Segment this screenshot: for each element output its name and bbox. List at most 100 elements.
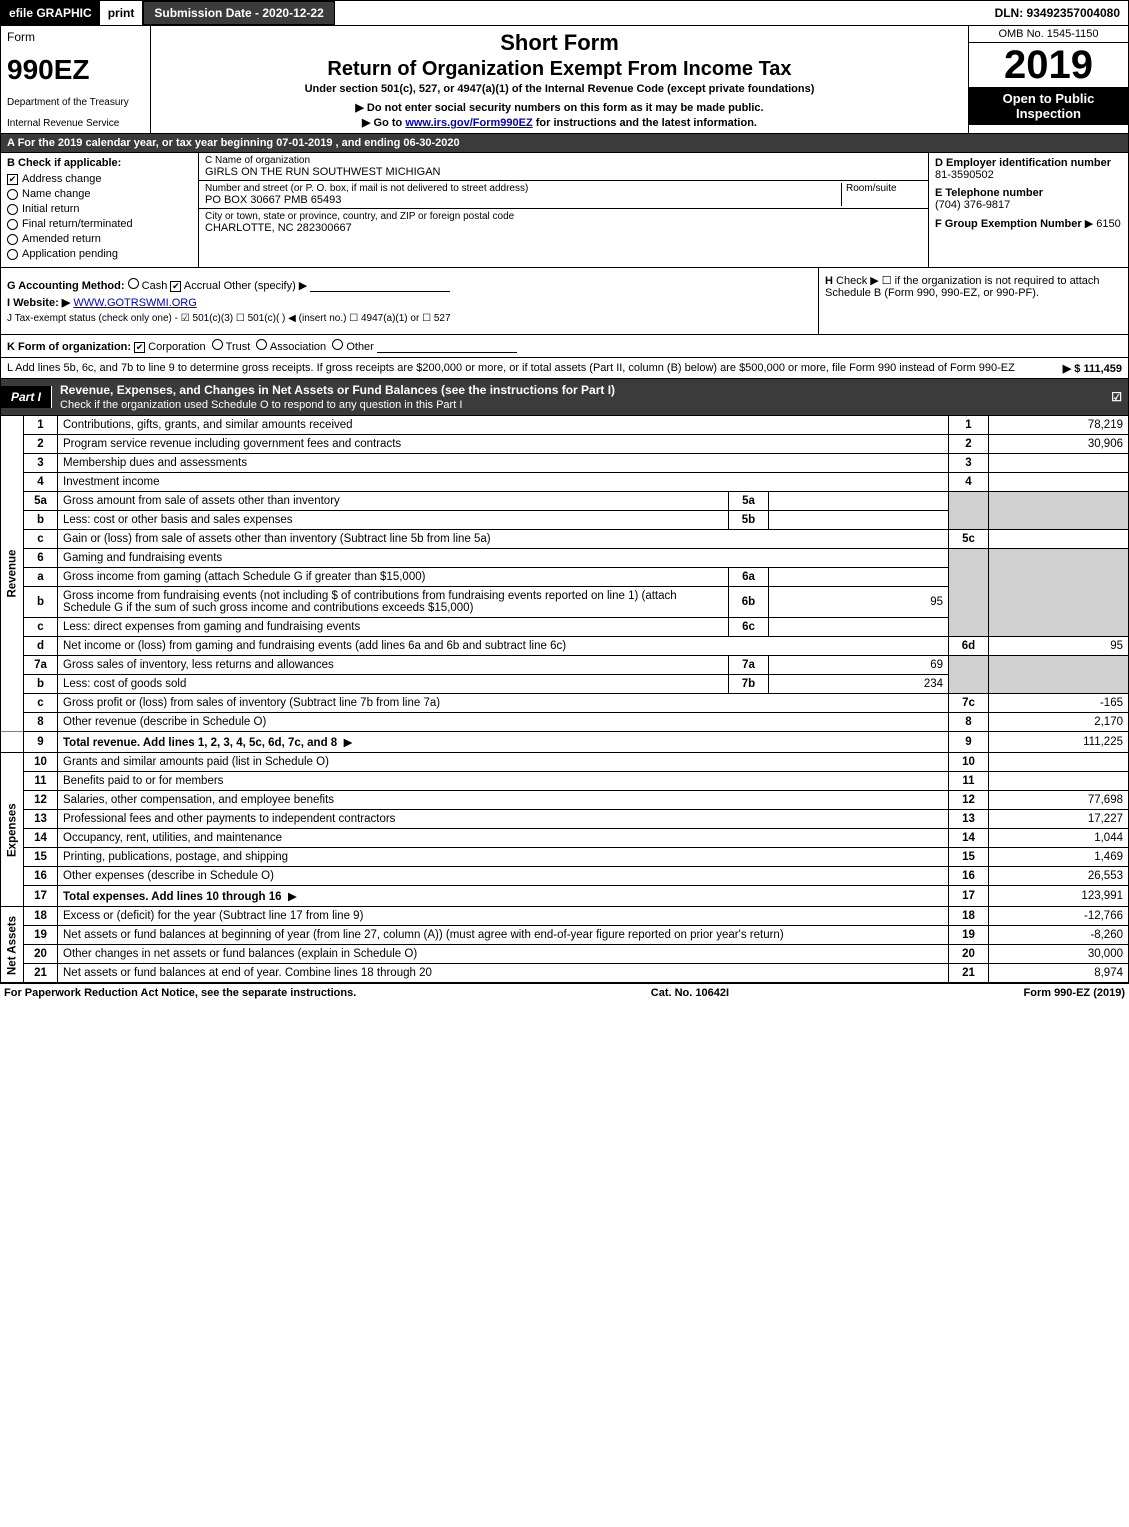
short-form-title: Short Form <box>161 30 958 56</box>
netassets-sidelabel: Net Assets <box>1 907 24 983</box>
part1-tab: Part I <box>1 386 52 408</box>
table-row: c Gross profit or (loss) from sales of i… <box>1 694 1129 713</box>
footer-right: Form 990-EZ (2019) <box>1024 987 1126 999</box>
l-amount: ▶ $ 111,459 <box>1063 362 1122 375</box>
section-bcd: B Check if applicable: Address change Na… <box>0 153 1129 268</box>
chk-final-return[interactable]: Final return/terminated <box>7 218 192 230</box>
table-row: 8 Other revenue (describe in Schedule O)… <box>1 713 1129 732</box>
table-row: 16 Other expenses (describe in Schedule … <box>1 867 1129 886</box>
website-link[interactable]: WWW.GOTRSWMI.ORG <box>73 297 196 309</box>
org-street: PO BOX 30667 PMB 65493 <box>205 194 837 206</box>
f-group-head: F Group Exemption Number <box>935 218 1082 230</box>
goto-link[interactable]: www.irs.gov/Form990EZ <box>405 117 532 129</box>
section-def: D Employer identification number 81-3590… <box>928 153 1128 267</box>
goto-post: for instructions and the latest informat… <box>536 117 757 129</box>
c-city-head: City or town, state or province, country… <box>205 211 922 222</box>
i-line: I Website: ▶ WWW.GOTRSWMI.ORG <box>7 296 812 309</box>
circle-icon[interactable] <box>332 339 343 350</box>
table-row: 19 Net assets or fund balances at beginn… <box>1 926 1129 945</box>
goto-line: ▶ Go to www.irs.gov/Form990EZ for instru… <box>161 116 958 129</box>
other-specify-input[interactable] <box>310 281 450 292</box>
circle-icon <box>7 249 18 260</box>
h-line: H Check ▶ ☐ if the organization is not r… <box>818 268 1128 334</box>
table-row: 4 Investment income 4 <box>1 473 1129 492</box>
tax-year: 2019 <box>969 43 1128 87</box>
e-tel-head: E Telephone number <box>935 187 1122 199</box>
omb-number: OMB No. 1545-1150 <box>969 26 1128 43</box>
table-row: Expenses 10 Grants and similar amounts p… <box>1 753 1129 772</box>
efile-label: efile GRAPHIC <box>1 1 100 25</box>
c-street-row: Number and street (or P. O. box, if mail… <box>199 181 928 209</box>
chk-initial-return[interactable]: Initial return <box>7 203 192 215</box>
table-row: 20 Other changes in net assets or fund b… <box>1 945 1129 964</box>
j-line: J Tax-exempt status (check only one) - ☑… <box>7 313 812 324</box>
chk-address-change[interactable]: Address change <box>7 173 192 185</box>
part1-title: Revenue, Expenses, and Changes in Net As… <box>52 379 1111 415</box>
chk-application-pending[interactable]: Application pending <box>7 248 192 260</box>
org-city: CHARLOTTE, NC 282300667 <box>205 222 922 234</box>
header-left: Form 990EZ Department of the Treasury In… <box>1 26 151 133</box>
c-street-head: Number and street (or P. O. box, if mail… <box>205 183 837 194</box>
circle-icon <box>7 219 18 230</box>
dept-treasury: Department of the Treasury <box>7 97 144 108</box>
gh-section: G Accounting Method: Cash Accrual Other … <box>0 268 1129 335</box>
c-name-row: C Name of organization GIRLS ON THE RUN … <box>199 153 928 181</box>
org-name: GIRLS ON THE RUN SOUTHWEST MICHIGAN <box>205 166 922 178</box>
form-number: 990EZ <box>7 54 144 86</box>
circle-icon[interactable] <box>212 339 223 350</box>
top-bar: efile GRAPHIC print Submission Date - 20… <box>0 0 1129 26</box>
revenue-sidelabel: Revenue <box>1 416 24 732</box>
b-label: B Check if applicable: <box>7 157 192 169</box>
c-city-row: City or town, state or province, country… <box>199 209 928 236</box>
check-icon[interactable] <box>170 281 181 292</box>
expenses-sidelabel: Expenses <box>1 753 24 907</box>
circle-icon[interactable] <box>128 278 139 289</box>
c-room-head: Room/suite <box>846 183 922 194</box>
donot-warning: ▶ Do not enter social security numbers o… <box>161 101 958 114</box>
part1-header: Part I Revenue, Expenses, and Changes in… <box>0 379 1129 416</box>
table-row: 9 Total revenue. Add lines 1, 2, 3, 4, 5… <box>1 732 1129 753</box>
open-public-badge: Open to Public Inspection <box>969 87 1128 125</box>
irs-label: Internal Revenue Service <box>7 118 144 129</box>
table-row: 7a Gross sales of inventory, less return… <box>1 656 1129 675</box>
chk-amended[interactable]: Amended return <box>7 233 192 245</box>
return-title: Return of Organization Exempt From Incom… <box>161 58 958 81</box>
table-row: 2 Program service revenue including gove… <box>1 435 1129 454</box>
table-row: 17 Total expenses. Add lines 10 through … <box>1 886 1129 907</box>
k-line: K Form of organization: Corporation Trus… <box>0 335 1129 358</box>
circle-icon[interactable] <box>256 339 267 350</box>
circle-icon <box>7 234 18 245</box>
submission-date: Submission Date - 2020-12-22 <box>143 1 334 25</box>
print-button[interactable]: print <box>100 1 144 25</box>
form-header: Form 990EZ Department of the Treasury In… <box>0 26 1129 134</box>
footer: For Paperwork Reduction Act Notice, see … <box>0 983 1129 1002</box>
table-row: Net Assets 18 Excess or (deficit) for th… <box>1 907 1129 926</box>
d-ein-val: 81-3590502 <box>935 169 1122 181</box>
top-left: efile GRAPHIC print Submission Date - 20… <box>1 1 335 25</box>
under-section: Under section 501(c), 527, or 4947(a)(1)… <box>161 83 958 95</box>
c-name-head: C Name of organization <box>205 155 922 166</box>
header-right: OMB No. 1545-1150 2019 Open to Public In… <box>968 26 1128 133</box>
table-row: 21 Net assets or fund balances at end of… <box>1 964 1129 983</box>
circle-icon <box>7 189 18 200</box>
chk-name-change[interactable]: Name change <box>7 188 192 200</box>
gh-left: G Accounting Method: Cash Accrual Other … <box>1 268 818 334</box>
form-word: Form <box>7 30 144 44</box>
table-row: 11 Benefits paid to or for members 11 <box>1 772 1129 791</box>
goto-pre: ▶ Go to <box>362 117 405 129</box>
period-bar: A For the 2019 calendar year, or tax yea… <box>0 134 1129 153</box>
other-org-input[interactable] <box>377 342 517 353</box>
table-row: 6 Gaming and fundraising events <box>1 549 1129 568</box>
table-row: 3 Membership dues and assessments 3 <box>1 454 1129 473</box>
d-ein-head: D Employer identification number <box>935 157 1122 169</box>
table-row: 5a Gross amount from sale of assets othe… <box>1 492 1129 511</box>
table-row: c Gain or (loss) from sale of assets oth… <box>1 530 1129 549</box>
section-b: B Check if applicable: Address change Na… <box>1 153 199 267</box>
table-row: 15 Printing, publications, postage, and … <box>1 848 1129 867</box>
table-row: 12 Salaries, other compensation, and emp… <box>1 791 1129 810</box>
check-icon[interactable] <box>134 342 145 353</box>
footer-center: Cat. No. 10642I <box>651 987 729 999</box>
section-c: C Name of organization GIRLS ON THE RUN … <box>199 153 928 267</box>
header-center: Short Form Return of Organization Exempt… <box>151 26 968 133</box>
e-tel-val: (704) 376-9817 <box>935 199 1122 211</box>
